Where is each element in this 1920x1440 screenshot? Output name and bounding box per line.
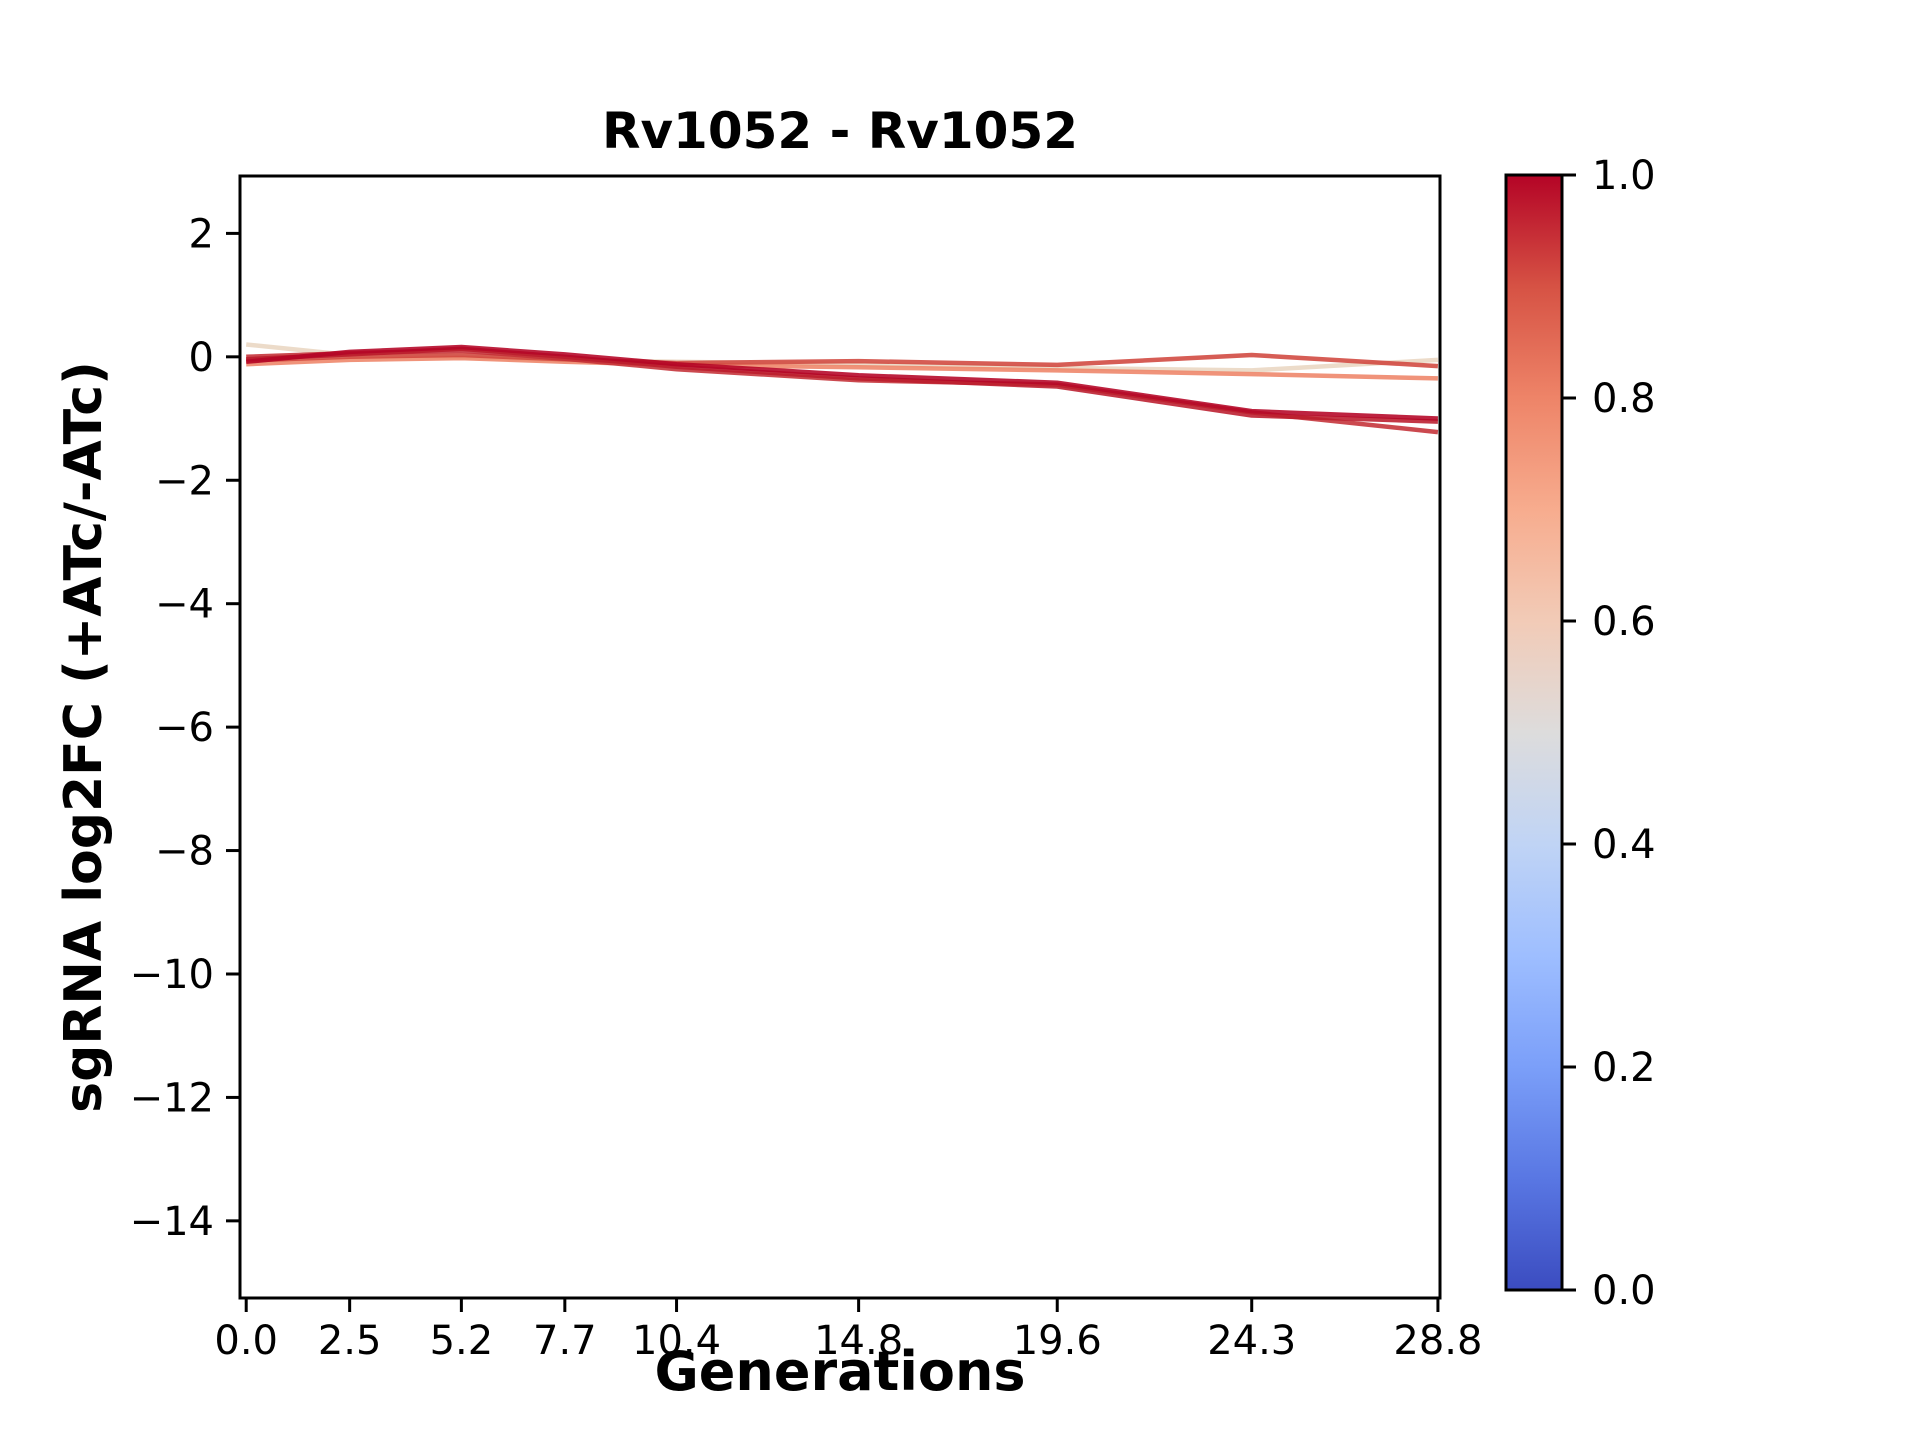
colorbar-tick-label: 1.0 [1592,153,1656,199]
colorbar-tick-label: 0.6 [1592,599,1656,645]
colorbar-tick-label: 0.8 [1592,376,1656,422]
y-axis-tick-label: −2 [155,458,214,504]
x-axis-tick-label: 19.6 [1013,1318,1102,1364]
colorbar-tick-label: 0.0 [1592,1268,1656,1314]
colorbar-gradient [1506,175,1562,1290]
y-axis-tick-label: 2 [189,211,214,257]
x-axis-tick-label: 24.3 [1207,1318,1296,1364]
colorbar-tick-label: 0.4 [1592,822,1656,868]
x-axis-tick-label: 2.5 [318,1318,382,1364]
series-line-5 [246,346,1438,424]
x-axis-tick-label: 28.8 [1393,1318,1482,1364]
y-axis-tick-label: 0 [189,335,214,381]
y-axis-tick-label: −4 [155,582,214,628]
x-axis-label: Generations [654,1340,1026,1403]
x-axis-tick-label: 14.8 [814,1318,903,1364]
colorbar-tick-label: 0.2 [1592,1045,1656,1091]
axes-frame [238,174,1442,1300]
series-line-6 [245,344,1438,421]
x-axis-tick-label: 10.4 [632,1318,721,1364]
chart-title: Rv1052 - Rv1052 [601,102,1079,160]
y-axis-tick-label: −14 [130,1199,214,1245]
y-axis-tick-label: −10 [130,952,214,998]
x-axis-tick-label: 7.7 [533,1318,597,1364]
y-axis-tick-label: −8 [155,829,214,875]
x-axis-tick-label: 5.2 [430,1318,494,1364]
colorbar-frame [1504,173,1564,1292]
y-axis-tick-label: −12 [130,1075,214,1121]
y-axis-tick-label: −6 [155,705,214,751]
x-axis-tick-label: 0.0 [214,1318,278,1364]
